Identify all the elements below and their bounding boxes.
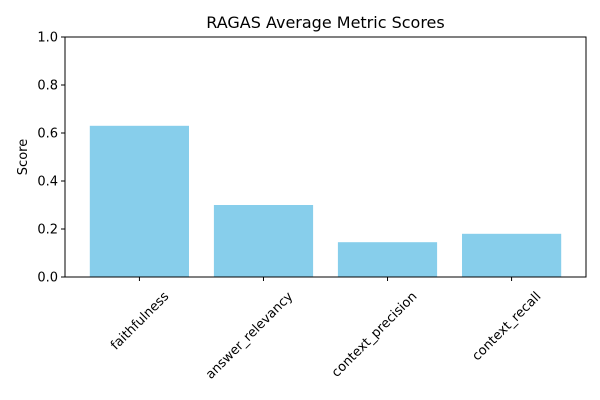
bars-group (89, 125, 562, 277)
y-tick-label: 0.2 (37, 223, 58, 238)
y-tick-label: 0.0 (37, 271, 58, 286)
y-tick-label: 1.0 (37, 31, 58, 46)
x-tick-label: context_recall (470, 289, 545, 364)
plot-frame (64, 36, 587, 278)
x-axis-ticks: faithfulness answer_relevancy context_prec… (108, 277, 544, 382)
y-axis-ticks: 0.0 0.2 0.4 0.6 0.8 1.0 (37, 31, 65, 286)
x-tick-label: context_precision (329, 289, 420, 380)
bar-context-precision (337, 242, 438, 277)
x-tick-label: faithfulness (108, 289, 172, 353)
y-tick-label: 0.4 (37, 175, 58, 190)
bar-context-recall (462, 233, 562, 277)
x-tick-label: answer_relevancy (203, 289, 296, 382)
chart-title: RAGAS Average Metric Scores (206, 13, 444, 32)
y-tick-label: 0.6 (37, 127, 58, 142)
y-axis-label: Score (16, 139, 31, 175)
y-tick-label: 0.8 (37, 79, 58, 94)
bar-answer-relevancy (213, 205, 314, 277)
bar-faithfulness (89, 125, 189, 277)
